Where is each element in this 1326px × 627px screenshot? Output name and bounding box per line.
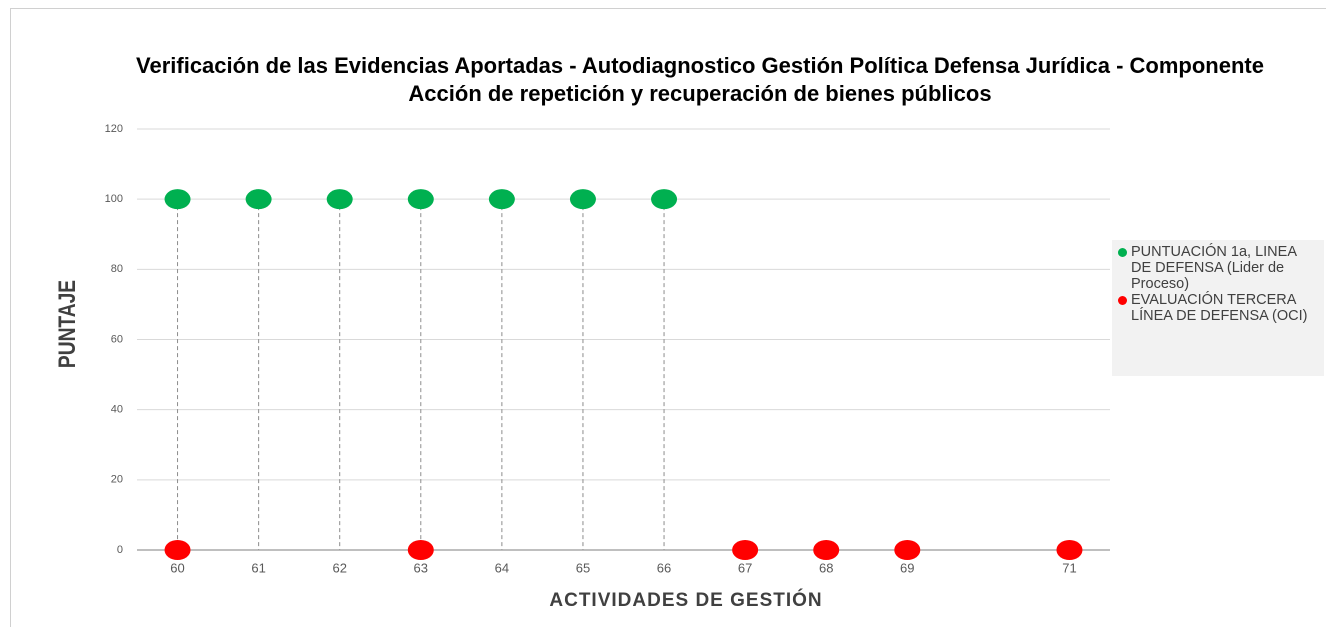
point (651, 189, 678, 210)
x-tick-label: 64 (495, 560, 509, 575)
y-tick-label: 0 (117, 544, 123, 556)
x-tick-label: 68 (819, 560, 833, 575)
y-axis-title: PUNTAJE (54, 279, 81, 369)
y-tick-label: 100 (105, 193, 123, 205)
legend-label: EVALUACIÓN TERCERA LÍNEA DE DEFENSA (OCI… (1131, 292, 1308, 324)
point (569, 189, 596, 210)
legend-marker (1118, 296, 1127, 305)
point (326, 189, 353, 210)
x-tick-label: 67 (738, 560, 752, 575)
legend: PUNTUACIÓN 1a, LINEA DE DEFENSA (Lider d… (1112, 240, 1324, 376)
chart-frame (10, 8, 1326, 627)
chart-title: Verificación de las Evidencias Aportadas… (136, 53, 1264, 106)
point (488, 189, 515, 210)
x-tick-label: 71 (1062, 560, 1076, 575)
y-tick-label: 60 (111, 333, 123, 345)
x-tick-label: 60 (170, 560, 184, 575)
point (164, 540, 191, 560)
y-tick-label: 40 (111, 404, 123, 416)
legend-marker (1118, 248, 1127, 257)
x-tick-label: 62 (332, 560, 346, 575)
x-tick-label: 65 (576, 560, 590, 575)
legend-item: EVALUACIÓN TERCERA LÍNEA DE DEFENSA (OCI… (1118, 292, 1320, 324)
point (1056, 540, 1083, 560)
y-tick-label: 20 (111, 474, 123, 486)
point (732, 540, 759, 560)
y-tick-label: 80 (111, 263, 123, 275)
point (245, 189, 272, 210)
x-axis-title: ACTIVIDADES DE GESTIÓN (549, 590, 823, 611)
legend-label: PUNTUACIÓN 1a, LINEA DE DEFENSA (Lider d… (1131, 244, 1297, 292)
point (407, 540, 434, 560)
x-tick-label: 63 (414, 560, 428, 575)
point (164, 189, 191, 210)
point (813, 540, 840, 560)
point (407, 189, 434, 210)
legend-item: PUNTUACIÓN 1a, LINEA DE DEFENSA (Lider d… (1118, 244, 1320, 292)
x-tick-label: 66 (657, 560, 671, 575)
x-tick-label: 61 (251, 560, 265, 575)
y-tick-label: 120 (105, 123, 123, 135)
point (894, 540, 921, 560)
x-tick-label: 69 (900, 560, 914, 575)
